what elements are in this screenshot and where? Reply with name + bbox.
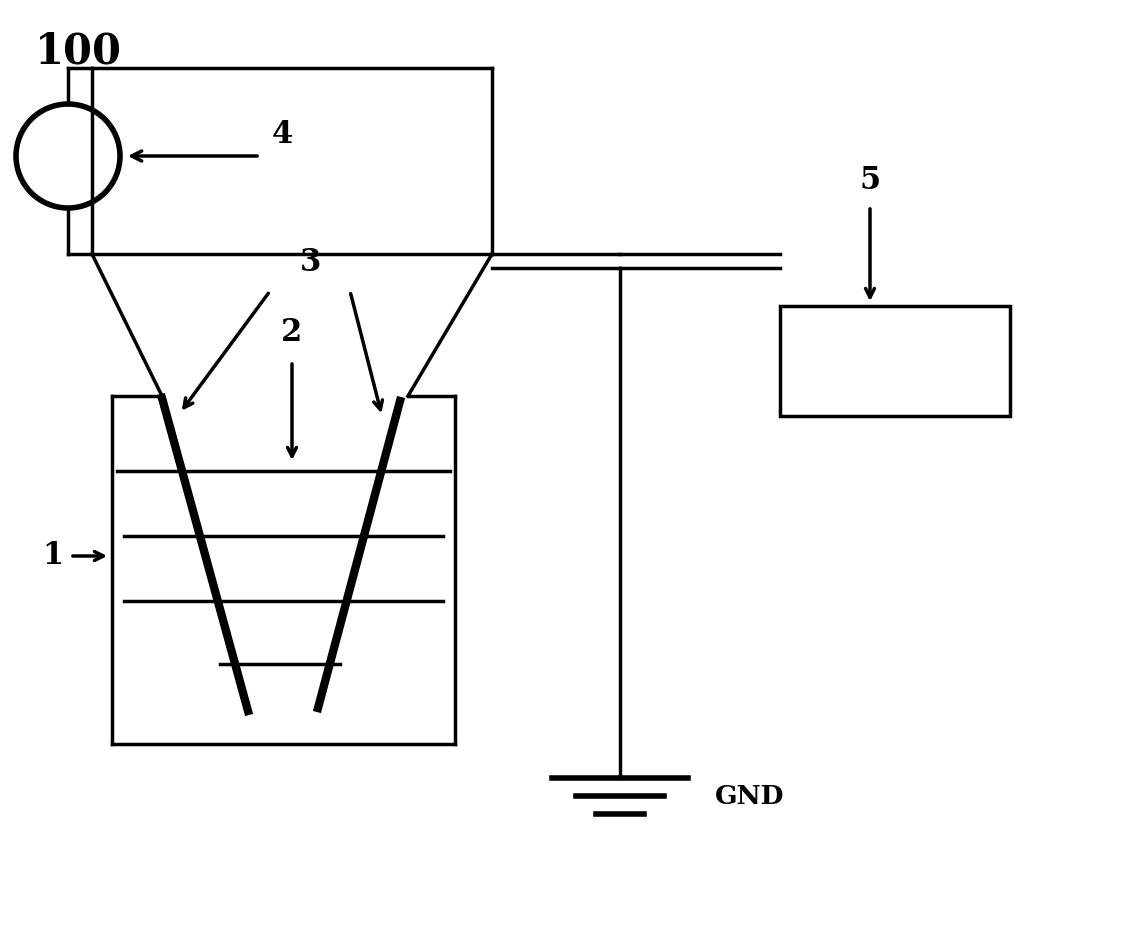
Text: 1: 1: [42, 541, 64, 571]
Bar: [780, 306, 1010, 416]
Text: 100: 100: [35, 31, 122, 73]
Text: 5: 5: [860, 165, 880, 196]
Text: 2: 2: [281, 317, 302, 348]
Text: 4: 4: [272, 119, 293, 150]
Text: GND: GND: [715, 783, 785, 808]
Text: 3: 3: [299, 247, 321, 278]
